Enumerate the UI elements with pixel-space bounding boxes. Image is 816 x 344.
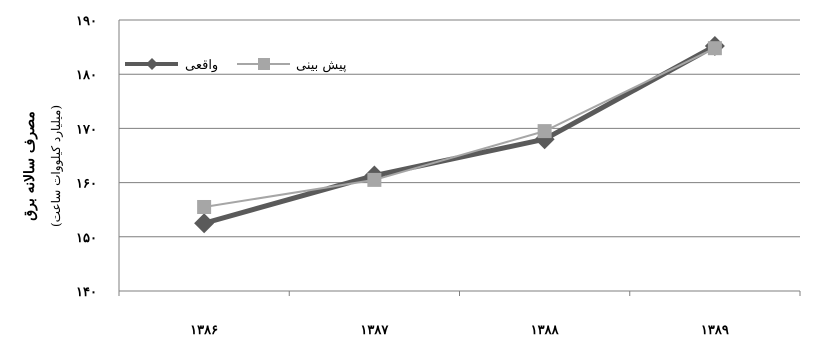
gridlines [119,19,800,238]
data-point-forecast-0 [197,199,212,214]
y-tick-label-150: ۱۵۰ [76,231,97,246]
legend-marker-actual [146,58,158,70]
x-tick-label-3: ۱۳۸۹ [701,323,729,338]
data-point-forecast-2 [537,124,552,139]
y-tick-labels: ۱۴۰ ۱۵۰ ۱۶۰ ۱۷۰ ۱۸۰ ۱۹۰ [76,14,97,300]
x-tick-label-1: ۱۳۸۷ [360,323,389,338]
data-point-forecast-3 [707,41,722,56]
y-axis-label: مصرف سالانه برق [22,111,38,221]
legend-label-forecast: پیش بینی [296,58,347,73]
y-axis-unit: (میلیارد کیلووات ساعت) [49,105,63,227]
x-tick-labels: ۱۳۸۶ ۱۳۸۷ ۱۳۸۸ ۱۳۸۹ [190,323,729,338]
y-tick-label-140: ۱۴۰ [76,285,97,300]
legend-label-actual: واقعی [185,58,218,73]
series [194,36,725,234]
y-axis-title: مصرف سالانه برق (میلیارد کیلووات ساعت) [22,105,63,227]
series-line-1 [203,47,716,208]
y-tick-label-180: ۱۸۰ [76,68,97,83]
x-tick-label-2: ۱۳۸۸ [531,323,560,338]
y-tick-label-190: ۱۹۰ [76,14,97,29]
series-line-0 [203,43,717,226]
x-tick-label-0: ۱۳۸۶ [190,323,218,338]
data-point-actual-0 [194,213,215,234]
legend: واقعی پیش بینی [125,58,347,73]
axes [118,20,801,296]
y-tick-label-170: ۱۷۰ [76,122,97,137]
data-point-forecast-1 [367,172,382,187]
y-tick-label-160: ۱۶۰ [76,177,97,192]
legend-marker-forecast [258,58,270,70]
